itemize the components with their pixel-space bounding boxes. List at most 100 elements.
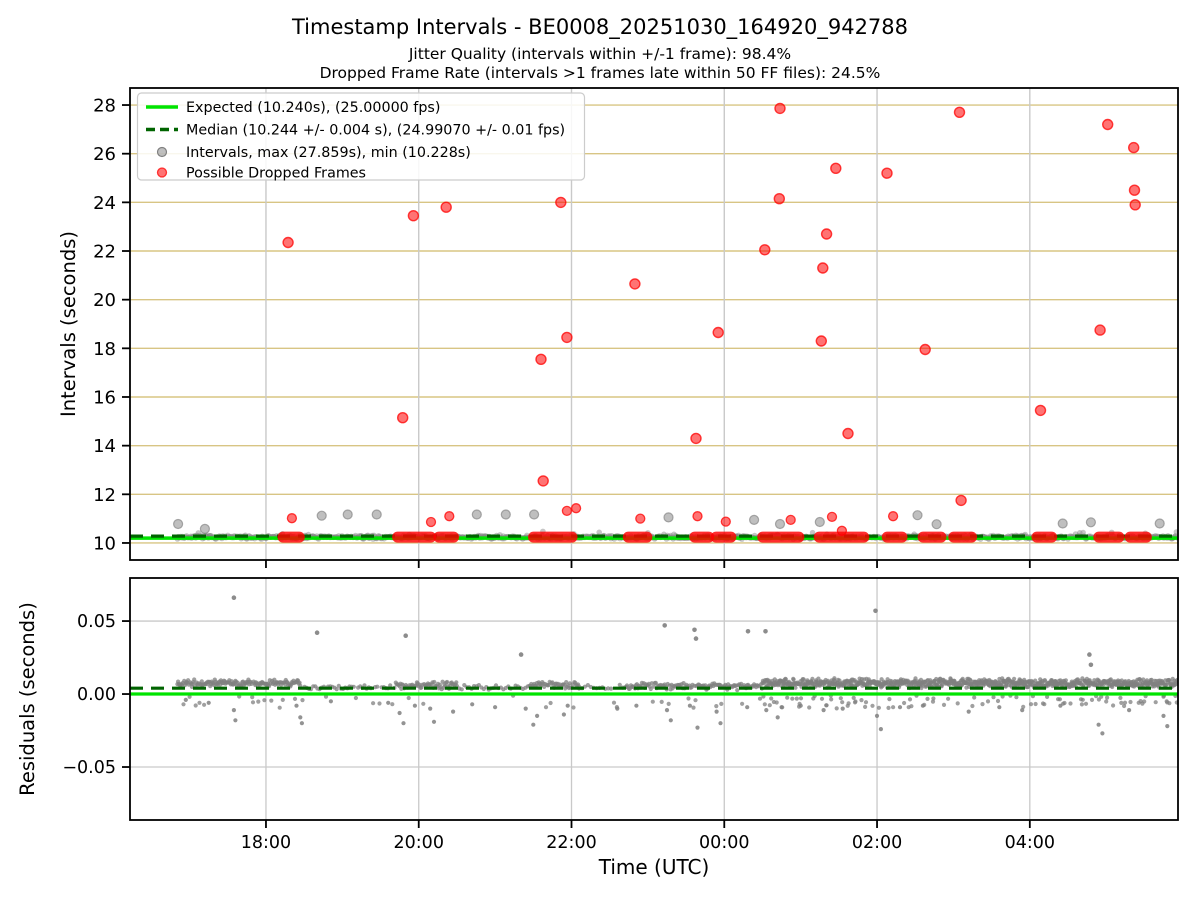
residual-point [972, 695, 977, 700]
residual-point [891, 705, 896, 710]
dropped-point [785, 514, 796, 526]
residual-point [840, 700, 845, 705]
interval-point [663, 512, 674, 523]
top-axes: 10 12 14 16 18 20 22 24 26 28 Intervals (seconds) E… [57, 87, 1179, 568]
residual-point [966, 709, 971, 714]
residual-point [941, 702, 947, 708]
residual-point [714, 709, 719, 714]
residual-point [609, 686, 614, 691]
residual-point [1118, 695, 1123, 701]
interval-point [1154, 518, 1165, 529]
residual-point [793, 685, 798, 690]
interval-point [199, 523, 210, 535]
y-tick-label: 20 [93, 290, 116, 311]
interval-point [1077, 530, 1083, 536]
dropped-point [759, 244, 771, 256]
dropped-point [820, 228, 833, 240]
interval-point [809, 529, 816, 536]
residual-point [401, 721, 406, 726]
residual-point [834, 706, 839, 711]
residual-point [256, 699, 261, 704]
residual-point [686, 696, 691, 701]
residual-point [863, 704, 868, 710]
dropped-point [1101, 118, 1114, 131]
residual-point [403, 633, 409, 638]
residual-point [1012, 676, 1017, 681]
residual-point [421, 701, 426, 706]
bottom-ylabel: Residuals (seconds) [16, 602, 39, 796]
residual-point [406, 695, 411, 701]
residual-point [634, 703, 639, 708]
dropped-point [629, 278, 641, 290]
y-tick-label: 18 [93, 339, 116, 360]
residual-point [980, 702, 985, 707]
residual-point [1111, 703, 1116, 708]
residual-point [1122, 703, 1127, 709]
residual-point [1089, 697, 1095, 703]
dropped-cluster [433, 531, 460, 543]
residual-point [779, 705, 784, 710]
residual-point [664, 708, 670, 713]
residual-point [250, 700, 256, 705]
residual-point [870, 703, 875, 708]
residual-point [970, 703, 975, 709]
residual-point [745, 705, 750, 710]
residual-point [1042, 702, 1047, 707]
dropped-point [955, 494, 967, 507]
residual-point [838, 696, 843, 701]
interval-point [471, 509, 482, 520]
dropped-point [407, 209, 420, 222]
residual-point [565, 703, 570, 708]
residual-point [735, 688, 740, 693]
interval-point [528, 509, 540, 520]
dropped-point [635, 513, 646, 524]
y-tick-label: 0.00 [77, 685, 116, 705]
x-tick-label: 22:00 [546, 833, 596, 853]
residual-point [763, 629, 768, 634]
residual-point [1058, 703, 1063, 708]
residual-point [775, 715, 780, 720]
dropped-cluster [881, 531, 908, 543]
residual-point [299, 721, 304, 726]
chart-title: Timestamp Intervals - BE0008_20251030_16… [291, 15, 909, 39]
residual-point [846, 701, 851, 706]
residual-point [767, 703, 772, 708]
x-tick-label: 18:00 [241, 833, 291, 853]
dropped-point [555, 196, 567, 209]
residual-point [445, 679, 450, 685]
residual-point [451, 709, 456, 714]
residual-point [390, 702, 395, 707]
residual-point [1161, 713, 1166, 719]
residual-point [300, 698, 305, 703]
residual-point [181, 702, 186, 707]
legend-dot-gray [156, 146, 168, 158]
residual-point [920, 703, 926, 708]
residual-point [250, 695, 255, 700]
residual-point [1014, 695, 1019, 700]
residual-point [269, 698, 274, 703]
interval-point [671, 531, 677, 538]
top-ylabel: Intervals (seconds) [57, 231, 80, 417]
residual-point [231, 595, 237, 600]
interval-point [748, 514, 760, 526]
residual-point [206, 700, 211, 705]
dropped-cluster [392, 531, 437, 543]
residual-point [615, 706, 620, 711]
residual-point [740, 701, 745, 706]
dropped-point [1034, 404, 1047, 417]
residual-point [757, 696, 763, 701]
residual-point [659, 699, 664, 705]
residual-point [431, 719, 437, 724]
residual-point [1105, 695, 1110, 700]
residual-point [386, 700, 391, 705]
residual-point [535, 713, 540, 719]
dropped-cluster [813, 531, 870, 543]
residual-point [876, 705, 882, 710]
residual-point [432, 679, 437, 685]
residual-point [801, 677, 806, 682]
intervals-elevated [173, 509, 1165, 535]
dropped-point [561, 331, 573, 344]
dropped-point [537, 475, 549, 487]
